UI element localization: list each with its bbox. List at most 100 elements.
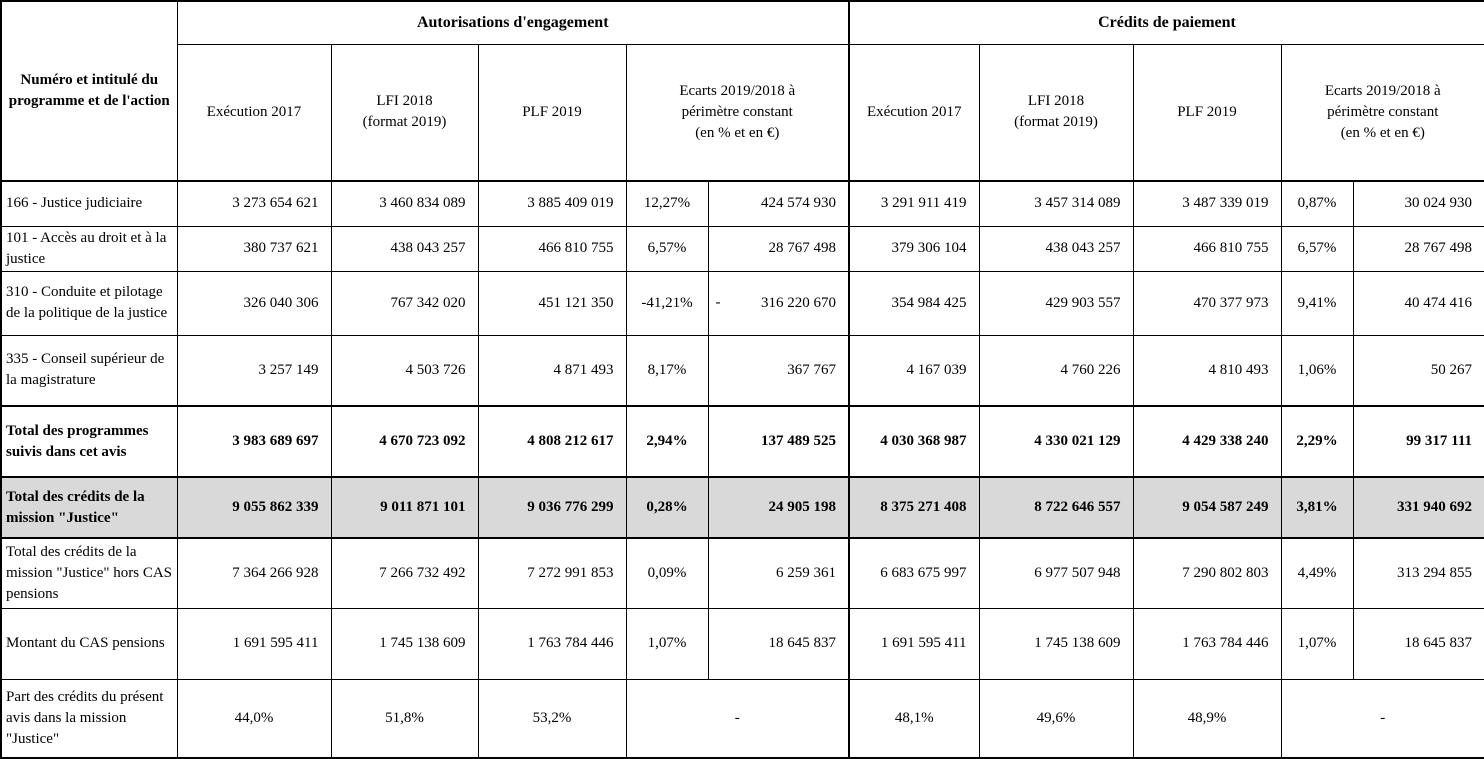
row-label: 310 - Conduite et pilotage de la politiq… [0, 270, 178, 336]
table-row: Montant du CAS pensions 1 691 595 411 1 74… [0, 607, 1484, 680]
cell-cp-plf-2019: 4 810 493 [1132, 334, 1282, 407]
table-row: 101 - Accès au droit et à la justice 380 … [0, 225, 1484, 272]
cell-cp-plf-2019: 1 763 784 446 [1132, 607, 1282, 680]
col-header-ecarts-line2: périmètre constant [1327, 103, 1439, 120]
cell-ae-ecart-euro: 137 489 525 [707, 405, 850, 478]
col-header-lfi-ae: LFI 2018 (format 2019) [330, 43, 479, 182]
cell-ae-lfi-2018: 4 670 723 092 [330, 405, 479, 478]
col-header-execution-cp: Exécution 2017 [848, 43, 980, 182]
cell-cp-ecart-percent: 3,81% [1280, 476, 1354, 539]
cell-cp-ecart-euro: 50 267 [1352, 334, 1484, 407]
cell-cp-ecart-percent: 1,07% [1280, 607, 1354, 680]
cell-cp-ecart-percent: 1,06% [1280, 334, 1354, 407]
row-label: 166 - Justice judiciaire [0, 180, 178, 227]
table-row: Total des crédits de la mission "Justice… [0, 537, 1484, 609]
cell-cp-execution-2017: 4 030 368 987 [848, 405, 980, 478]
cell-cp-lfi-2018: 6 977 507 948 [978, 537, 1134, 609]
cell-ae-ecart-euro: 6 259 361 [707, 537, 850, 609]
cell-cp-execution-2017: 8 375 271 408 [848, 476, 980, 539]
col-header-plf-ae: PLF 2019 [477, 43, 627, 182]
cell-cp-ecart-euro: 18 645 837 [1352, 607, 1484, 680]
cell-cp-ecart-euro: 28 767 498 [1352, 225, 1484, 272]
table-row: Part des crédits du présent avis dans la… [0, 678, 1484, 759]
col-header-lfi-line1: LFI 2018 [376, 93, 433, 110]
cell-cp-execution-2017: 354 984 425 [848, 270, 980, 336]
cell-ae-ecart-percent: 0,09% [625, 537, 709, 609]
cell-cp-ecart-euro: 313 294 855 [1352, 537, 1484, 609]
row-label: Total des crédits de la mission "Justice… [0, 537, 178, 609]
minus-sign: - [715, 294, 721, 311]
cell-ae-ecart-percent: -41,21% [625, 270, 709, 336]
cell-cp-execution-2017: 6 683 675 997 [848, 537, 980, 609]
cell-ae-plf-2019: 3 885 409 019 [477, 180, 627, 227]
cell-cp-lfi-2018: 8 722 646 557 [978, 476, 1134, 539]
cell-cp-lfi-2018: 429 903 557 [978, 270, 1134, 336]
table-row: Total des programmes suivis dans cet avi… [0, 405, 1484, 478]
cell-ae-lfi-2018: 9 011 871 101 [330, 476, 479, 539]
table-header: Numéro et intitulé du programme et de l'… [0, 0, 1484, 182]
col-header-plf-cp: PLF 2019 [1132, 43, 1282, 182]
cell-ae-ecart-percent: 6,57% [625, 225, 709, 272]
row-label: 335 - Conseil supérieur de la magistratu… [0, 334, 178, 407]
cell-cp-lfi-2018: 438 043 257 [978, 225, 1134, 272]
cell-cp-ecart-percent: 6,57% [1280, 225, 1354, 272]
table-body: 166 - Justice judiciaire 3 273 654 621 3 4… [0, 180, 1484, 759]
cell-ae-ecart-percent: 1,07% [625, 607, 709, 680]
cell-ae-execution-2017: 44,0% [176, 678, 332, 759]
cell-cp-ecart-percent: 0,87% [1280, 180, 1354, 227]
row-label: 101 - Accès au droit et à la justice [0, 225, 178, 272]
cell-ae-lfi-2018: 438 043 257 [330, 225, 479, 272]
row-label: Part des crédits du présent avis dans la… [0, 678, 178, 759]
cell-cp-plf-2019: 470 377 973 [1132, 270, 1282, 336]
section-header-ae: Autorisations d'engagement [176, 0, 850, 45]
cell-ae-ecart-euro: 24 905 198 [707, 476, 850, 539]
col-header-lfi-line2: (format 2019) [1014, 114, 1098, 131]
cell-ae-ecart-euro: 424 574 930 [707, 180, 850, 227]
cell-cp-ecart-percent: 9,41% [1280, 270, 1354, 336]
ecart-euro-value: 316 220 670 [761, 294, 837, 311]
cell-ae-ecart-percent: 8,17% [625, 334, 709, 407]
col-header-ecarts-ae: Ecarts 2019/2018 à périmètre constant (e… [625, 43, 850, 182]
col-header-execution-ae: Exécution 2017 [176, 43, 332, 182]
cell-cp-ecart-euro: 40 474 416 [1352, 270, 1484, 336]
cell-ae-ecart-merged: - [625, 678, 850, 759]
cell-cp-ecart-euro: 30 024 930 [1352, 180, 1484, 227]
col-header-ecarts-line3: (en % et en €) [1340, 124, 1425, 141]
cell-ae-execution-2017: 9 055 862 339 [176, 476, 332, 539]
cell-ae-ecart-euro: 367 767 [707, 334, 850, 407]
col-header-ecarts-line2: périmètre constant [681, 103, 793, 120]
cell-cp-plf-2019: 4 429 338 240 [1132, 405, 1282, 478]
cell-cp-lfi-2018: 4 330 021 129 [978, 405, 1134, 478]
row-label: Montant du CAS pensions [0, 607, 178, 680]
row-label: Total des crédits de la mission "Justice… [0, 476, 178, 539]
cell-ae-plf-2019: 1 763 784 446 [477, 607, 627, 680]
cell-ae-execution-2017: 380 737 621 [176, 225, 332, 272]
cell-ae-lfi-2018: 767 342 020 [330, 270, 479, 336]
cell-cp-ecart-percent: 4,49% [1280, 537, 1354, 609]
cell-cp-lfi-2018: 3 457 314 089 [978, 180, 1134, 227]
cell-ae-plf-2019: 53,2% [477, 678, 627, 759]
col-header-ecarts-line3: (en % et en €) [695, 124, 780, 141]
cell-ae-ecart-percent: 0,28% [625, 476, 709, 539]
cell-cp-execution-2017: 1 691 595 411 [848, 607, 980, 680]
cell-ae-execution-2017: 3 273 654 621 [176, 180, 332, 227]
cell-ae-ecart-percent: 12,27% [625, 180, 709, 227]
cell-cp-plf-2019: 9 054 587 249 [1132, 476, 1282, 539]
header-columns-row: Exécution 2017 LFI 2018 (format 2019) PL… [1, 43, 1484, 182]
cell-ae-lfi-2018: 4 503 726 [330, 334, 479, 407]
col-header-ecarts-line1: Ecarts 2019/2018 à [1324, 82, 1441, 99]
cell-ae-ecart-euro: 18 645 837 [707, 607, 850, 680]
col-header-lfi-line2: (format 2019) [362, 114, 447, 131]
table-row: 310 - Conduite et pilotage de la politiq… [0, 270, 1484, 336]
cell-ae-plf-2019: 466 810 755 [477, 225, 627, 272]
table-row: 166 - Justice judiciaire 3 273 654 621 3 4… [0, 180, 1484, 227]
col-header-ecarts-cp: Ecarts 2019/2018 à périmètre constant (e… [1280, 43, 1484, 182]
cell-ae-plf-2019: 4 871 493 [477, 334, 627, 407]
cell-ae-plf-2019: 4 808 212 617 [477, 405, 627, 478]
cell-ae-lfi-2018: 3 460 834 089 [330, 180, 479, 227]
cell-cp-execution-2017: 3 291 911 419 [848, 180, 980, 227]
cell-ae-execution-2017: 3 983 689 697 [176, 405, 332, 478]
table-row: Total des crédits de la mission "Justice… [0, 476, 1484, 539]
corner-header: Numéro et intitulé du programme et de l'… [0, 0, 178, 182]
